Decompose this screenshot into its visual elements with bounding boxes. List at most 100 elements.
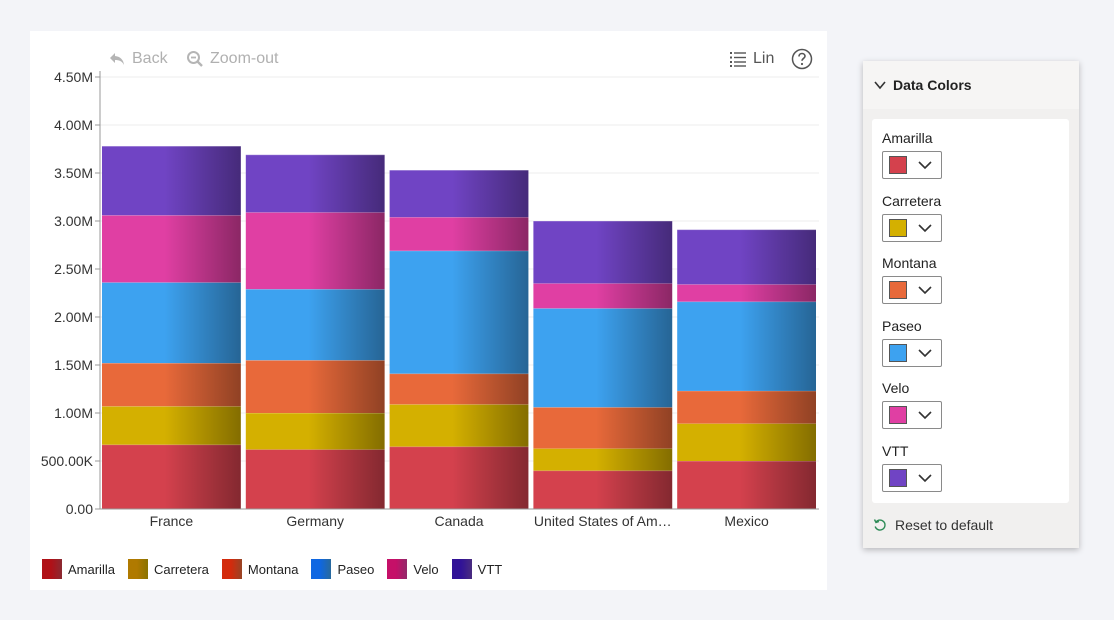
bar-shading xyxy=(389,373,529,405)
chart-legend: Amarilla Carretera Montana Paseo Velo VTT xyxy=(42,559,515,579)
bar-shading xyxy=(102,146,241,216)
y-tick-label: 500.00K xyxy=(41,453,94,469)
legend-swatch xyxy=(127,559,148,579)
chevron-down-icon xyxy=(918,474,932,483)
color-row-montana: Montana xyxy=(882,254,942,305)
color-label: Paseo xyxy=(882,317,922,334)
color-swatch xyxy=(889,469,907,487)
linear-scale-button[interactable]: Lin xyxy=(729,47,774,71)
y-tick-label: 1.00M xyxy=(54,405,93,421)
bar-shading xyxy=(102,282,241,364)
chevron-down-icon xyxy=(918,349,932,357)
legend-label: Velo xyxy=(413,561,439,577)
x-tick-label: United States of Am… xyxy=(534,513,672,529)
zoom-out-button[interactable]: Zoom-out xyxy=(186,47,278,71)
y-tick-label: 2.50M xyxy=(54,261,93,277)
color-label: Amarilla xyxy=(882,130,933,146)
x-tick-label: Germany xyxy=(286,513,344,529)
color-swatch xyxy=(889,406,907,425)
color-label: Carretera xyxy=(882,192,942,209)
legend-label: Carretera xyxy=(153,561,209,577)
legend-label: Montana xyxy=(247,561,299,577)
y-tick-label: 4.50M xyxy=(54,69,93,85)
chevron-down-icon xyxy=(874,81,886,90)
bar-shading xyxy=(677,229,816,285)
data-colors-header[interactable]: Data Colors xyxy=(863,61,1079,109)
legend-item-vtt[interactable]: VTT xyxy=(451,559,503,579)
color-label: VTT xyxy=(882,443,909,459)
bar-shading xyxy=(533,407,673,449)
legend-swatch xyxy=(311,559,332,579)
bar-shading xyxy=(245,449,385,509)
color-picker-montana[interactable] xyxy=(882,276,942,305)
bar-shading xyxy=(102,444,241,509)
panel-title: Data Colors xyxy=(893,77,972,93)
legend-swatch xyxy=(451,559,472,579)
format-panel: Data Colors Amarilla Carretera Montana Pase… xyxy=(863,61,1079,548)
color-settings: Amarilla Carretera Montana Paseo Velo VTT xyxy=(872,119,1069,503)
bar-shading xyxy=(677,390,816,424)
stacked-bar-chart: 0.00 500.00K 1.00M 1.50M 2.00M 2.50M 3.00M 3.50… xyxy=(41,69,819,529)
x-tick-label: Canada xyxy=(434,513,483,529)
color-swatch xyxy=(889,281,907,300)
bar-shading xyxy=(245,289,385,361)
bar-shading xyxy=(389,170,529,218)
legend-item-amarilla[interactable]: Amarilla xyxy=(42,559,115,579)
bar-shading xyxy=(677,461,816,509)
bar-shading xyxy=(533,221,673,284)
bar-shading xyxy=(533,308,673,408)
legend-label: Amarilla xyxy=(68,561,115,577)
bar-shading xyxy=(102,215,241,283)
back-label: Back xyxy=(132,50,168,67)
back-button[interactable]: Back xyxy=(108,47,168,71)
color-picker-amarilla[interactable] xyxy=(882,151,942,179)
legend-swatch xyxy=(221,559,242,579)
x-tick-label: France xyxy=(150,513,194,529)
legend-item-montana[interactable]: Montana xyxy=(221,559,299,579)
color-label: Velo xyxy=(882,380,910,397)
bar-shading xyxy=(389,404,529,447)
back-arrow-icon xyxy=(110,53,124,65)
reset-to-default-button[interactable]: Reset to default xyxy=(873,517,993,533)
chevron-down-icon xyxy=(918,161,932,170)
chevron-down-icon xyxy=(918,224,932,232)
zoom-out-label: Zoom-out xyxy=(210,50,279,67)
bar-shading xyxy=(677,284,816,302)
y-tick-label: 3.00M xyxy=(54,213,93,229)
color-picker-paseo[interactable] xyxy=(882,338,942,367)
reset-label: Reset to default xyxy=(895,517,994,533)
bar-shading xyxy=(677,423,816,461)
legend-swatch xyxy=(42,559,62,579)
color-row-vtt: VTT xyxy=(882,442,942,492)
help-icon xyxy=(791,48,813,70)
color-swatch xyxy=(889,218,907,237)
color-picker-carretera[interactable] xyxy=(882,213,942,242)
bar-shading xyxy=(245,360,385,413)
bar-shading xyxy=(245,413,385,450)
chevron-down-icon xyxy=(918,411,932,420)
help-button[interactable] xyxy=(791,47,819,71)
x-tick-label: Mexico xyxy=(724,513,769,529)
legend-item-velo[interactable]: Velo xyxy=(387,559,439,579)
bar-shading xyxy=(533,283,673,309)
color-row-carretera: Carretera xyxy=(882,192,942,242)
linear-scale-label: Lin xyxy=(753,50,775,67)
zoom-out-icon xyxy=(187,51,203,67)
color-swatch xyxy=(889,343,907,362)
color-label: Montana xyxy=(882,255,937,272)
chevron-down-icon xyxy=(918,286,932,295)
legend-item-carretera[interactable]: Carretera xyxy=(127,559,209,579)
color-swatch xyxy=(889,156,907,174)
color-picker-velo[interactable] xyxy=(882,401,942,430)
color-picker-vtt[interactable] xyxy=(882,464,942,492)
legend-item-paseo[interactable]: Paseo xyxy=(311,559,374,579)
y-tick-label: 2.00M xyxy=(54,309,93,325)
y-tick-label: 3.50M xyxy=(54,165,93,181)
legend-label: VTT xyxy=(477,561,503,577)
reset-icon xyxy=(873,519,886,531)
y-tick-label: 4.00M xyxy=(54,117,93,133)
legend-swatch xyxy=(387,559,408,579)
bar-shading xyxy=(389,446,529,509)
color-row-paseo: Paseo xyxy=(882,317,942,367)
bar-shading xyxy=(389,217,529,251)
